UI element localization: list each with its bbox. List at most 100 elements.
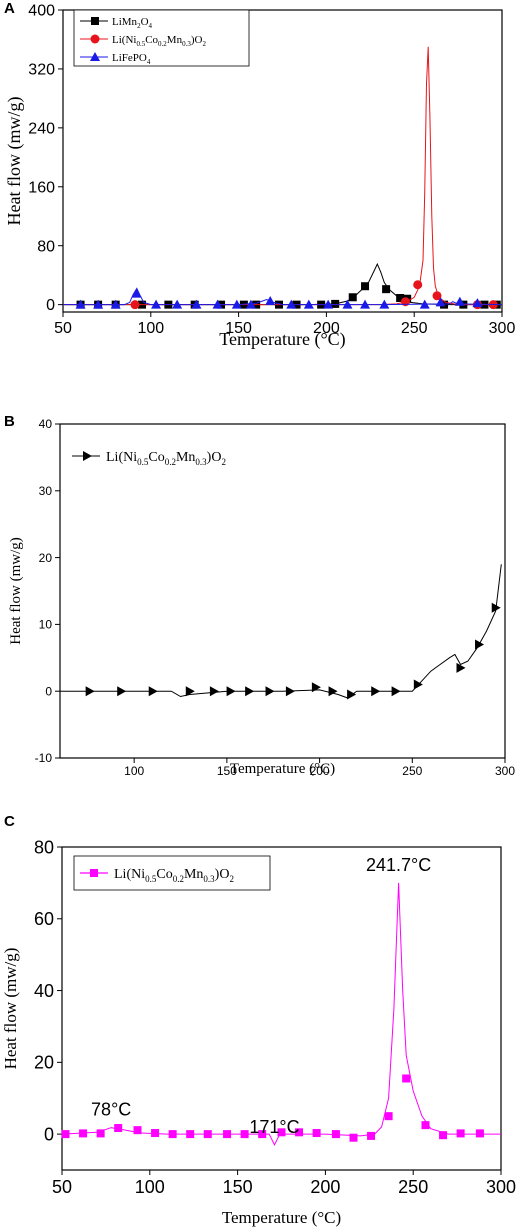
- x-tick-label-C-0: 50: [52, 1177, 72, 1197]
- data-point-A-2-7: [212, 299, 223, 309]
- data-point-A-2-14: [342, 299, 353, 309]
- data-point-B-0-10: [328, 686, 338, 697]
- x-tick-label-C-4: 250: [398, 1177, 428, 1197]
- data-point-C-0-9: [223, 1130, 232, 1139]
- data-point-B-0-7: [265, 686, 275, 697]
- y-tick-label-B-5: 40: [39, 417, 53, 431]
- plot-frame-C: [61, 846, 502, 1171]
- data-point-A-2-10: [265, 295, 276, 305]
- x-tick-label-A-3: 200: [313, 320, 340, 337]
- legend-c: Li(Ni0.5Co0.2Mn0.3)O2: [73, 855, 271, 891]
- x-axis-label-A: Temperature (°C): [219, 329, 345, 350]
- data-point-C-0-3: [114, 1124, 123, 1133]
- y-tick-label-C-2: 40: [34, 981, 54, 1001]
- data-point-A-0-12: [331, 299, 340, 308]
- chart-panel-a: 50 100 150 200 250 300 0 80 160 240 320 400 Temperat…: [4, 3, 515, 350]
- data-point-C-0-13: [295, 1128, 304, 1137]
- data-point-B-0-13: [391, 686, 401, 697]
- y-axis-label-B: Heat flow (mw/g): [8, 537, 24, 644]
- data-point-C-0-8: [203, 1130, 212, 1139]
- legend-c-label: Li(Ni0.5Co0.2Mn0.3)O2: [114, 867, 234, 884]
- data-point-C-0-0: [61, 1130, 70, 1139]
- data-point-A-0-13: [348, 293, 357, 302]
- data-point-A-0-16: [396, 294, 405, 303]
- y-tick-label-B-3: 20: [39, 551, 53, 565]
- x-tick-label-C-1: 100: [135, 1177, 165, 1197]
- panel-c-label: C: [4, 813, 15, 830]
- data-point-A-2-18: [435, 297, 446, 307]
- x-tick-label-C-3: 200: [310, 1177, 340, 1197]
- legend-a-label-0: LiMn2O4: [112, 16, 153, 30]
- data-point-A-2-2: [110, 299, 121, 309]
- x-tick-label-B-4: 300: [495, 764, 515, 778]
- data-point-A-2-8: [231, 299, 242, 309]
- data-point-A-1-0: [130, 300, 140, 310]
- x-tick-label-B-3: 250: [402, 764, 422, 778]
- y-tick-label-C-4: 80: [34, 837, 54, 857]
- data-point-C-0-2: [96, 1129, 105, 1138]
- x-tick-label-A-2: 150: [225, 320, 252, 337]
- annotation-C-0: 241.7°C: [366, 855, 431, 875]
- data-point-A-0-15: [382, 285, 391, 294]
- legend-a-item-0: LiMn2O4: [80, 16, 153, 30]
- data-point-C-0-10: [240, 1130, 249, 1139]
- legend-a-label-2: LiFePO4: [112, 52, 151, 66]
- x-tick-label-B-1: 150: [217, 764, 237, 778]
- y-tick-label-B-2: 10: [39, 618, 53, 632]
- x-tick-label-C-5: 300: [486, 1177, 516, 1197]
- data-point-C-0-11: [258, 1130, 267, 1139]
- data-point-B-0-1: [117, 686, 127, 697]
- y-tick-label-A-1: 80: [37, 238, 55, 255]
- data-point-B-0-17: [491, 602, 501, 613]
- data-point-B-0-4: [209, 686, 219, 697]
- data-point-A-2-20: [472, 298, 483, 308]
- data-point-C-0-1: [79, 1129, 88, 1138]
- data-point-A-2-6: [191, 299, 202, 309]
- panel-a-label: A: [4, 0, 15, 17]
- data-point-A-2-19: [454, 296, 465, 306]
- legend-a: LiMn2O4 Li(Ni0.5Co0.2Mn0.3)O2 LiFePO4: [73, 9, 250, 67]
- data-point-B-0-16: [475, 639, 485, 650]
- data-point-B-0-6: [245, 686, 255, 697]
- data-point-A-2-9: [245, 299, 256, 309]
- series-line-B-0: [60, 564, 502, 699]
- data-point-A-2-11: [286, 299, 297, 309]
- chart-panel-c: 50 100 150 200 250 300 0 20 40 60 80 Temperature (°…: [1, 837, 516, 1227]
- data-point-A-2-17: [419, 299, 430, 309]
- legend-b-label: Li(Ni0.5Co0.2Mn0.3)O2: [106, 450, 226, 467]
- data-point-C-0-5: [151, 1129, 160, 1138]
- data-point-B-0-15: [456, 662, 466, 673]
- x-tick-label-A-1: 100: [137, 320, 164, 337]
- chart-panel-b: 100 150 200 250 300 -10 0 10 20 30 40 Temperature (…: [8, 417, 515, 778]
- data-point-C-0-6: [168, 1130, 177, 1139]
- data-point-C-0-20: [421, 1121, 430, 1130]
- data-point-C-0-23: [475, 1129, 484, 1138]
- data-point-C-0-12: [277, 1128, 286, 1137]
- y-tick-label-B-0: -10: [35, 751, 53, 765]
- data-point-B-0-14: [413, 679, 423, 690]
- data-point-A-2-15: [360, 299, 371, 309]
- data-point-A-1-2: [413, 280, 423, 290]
- y-tick-label-B-1: 0: [45, 684, 52, 698]
- y-tick-label-C-0: 0: [44, 1124, 54, 1144]
- x-axis-label-B: Temperature (°C): [230, 761, 335, 777]
- y-tick-label-C-3: 60: [34, 909, 54, 929]
- legend-a-item-1: Li(Ni0.5Co0.2Mn0.3)O2: [80, 34, 206, 48]
- data-point-C-0-19: [402, 1074, 411, 1083]
- y-axis-label-A: Heat flow (mw/g): [4, 97, 25, 226]
- y-tick-label-C-1: 20: [34, 1053, 54, 1073]
- y-tick-label-A-0: 0: [46, 297, 55, 314]
- x-tick-label-B-2: 200: [310, 764, 330, 778]
- data-point-C-0-22: [456, 1129, 465, 1138]
- data-point-A-2-1: [93, 299, 104, 309]
- panel-b-label: B: [4, 413, 15, 430]
- x-tick-label-A-5: 300: [489, 320, 516, 337]
- legend-a-label-1: Li(Ni0.5Co0.2Mn0.3)O2: [112, 34, 206, 48]
- data-point-A-2-5: [172, 299, 183, 309]
- x-tick-label-C-2: 150: [223, 1177, 253, 1197]
- y-axis-label-C: Heat flow (mw/g): [1, 948, 20, 1070]
- legend-a-item-2: LiFePO4: [80, 52, 151, 66]
- x-tick-label-A-0: 50: [54, 320, 72, 337]
- annotation-C-2: 171°C: [249, 1117, 299, 1137]
- data-point-A-0-14: [361, 282, 370, 291]
